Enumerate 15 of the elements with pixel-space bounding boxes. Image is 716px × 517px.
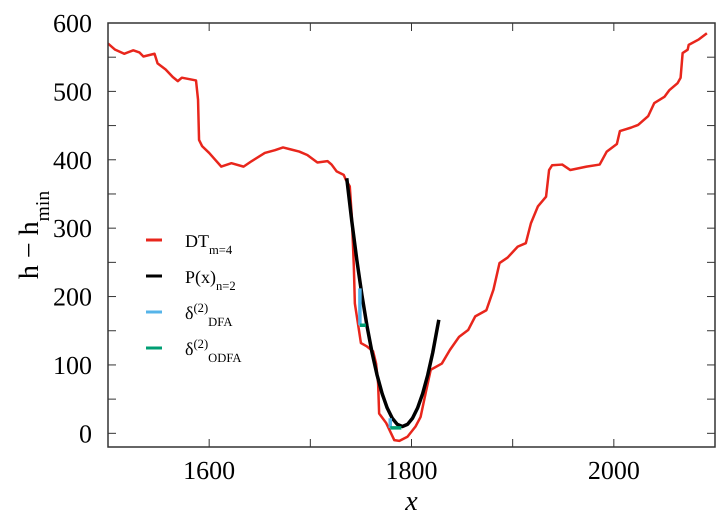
legend-label: P(x)$_{n=2}$ — [185, 267, 236, 293]
y-tick-label: 0 — [79, 419, 92, 448]
y-tick-label: 400 — [53, 146, 92, 175]
y-tick-label: 300 — [53, 214, 92, 244]
x-tick-label: 2000 — [588, 456, 640, 485]
x-axis-title: x — [404, 486, 418, 517]
legend-label: DT$_{m=4}$ — [185, 231, 233, 257]
line-series — [108, 32, 708, 442]
y-tick-label: 500 — [53, 77, 92, 106]
y-tick-label: 100 — [53, 350, 92, 380]
y-tick-label: 600 — [53, 9, 92, 38]
y-tick-label: 200 — [53, 282, 92, 312]
x-tick-label: 1800 — [386, 456, 438, 485]
line-series — [345, 176, 441, 428]
x-tick-label: 1600 — [183, 456, 236, 485]
